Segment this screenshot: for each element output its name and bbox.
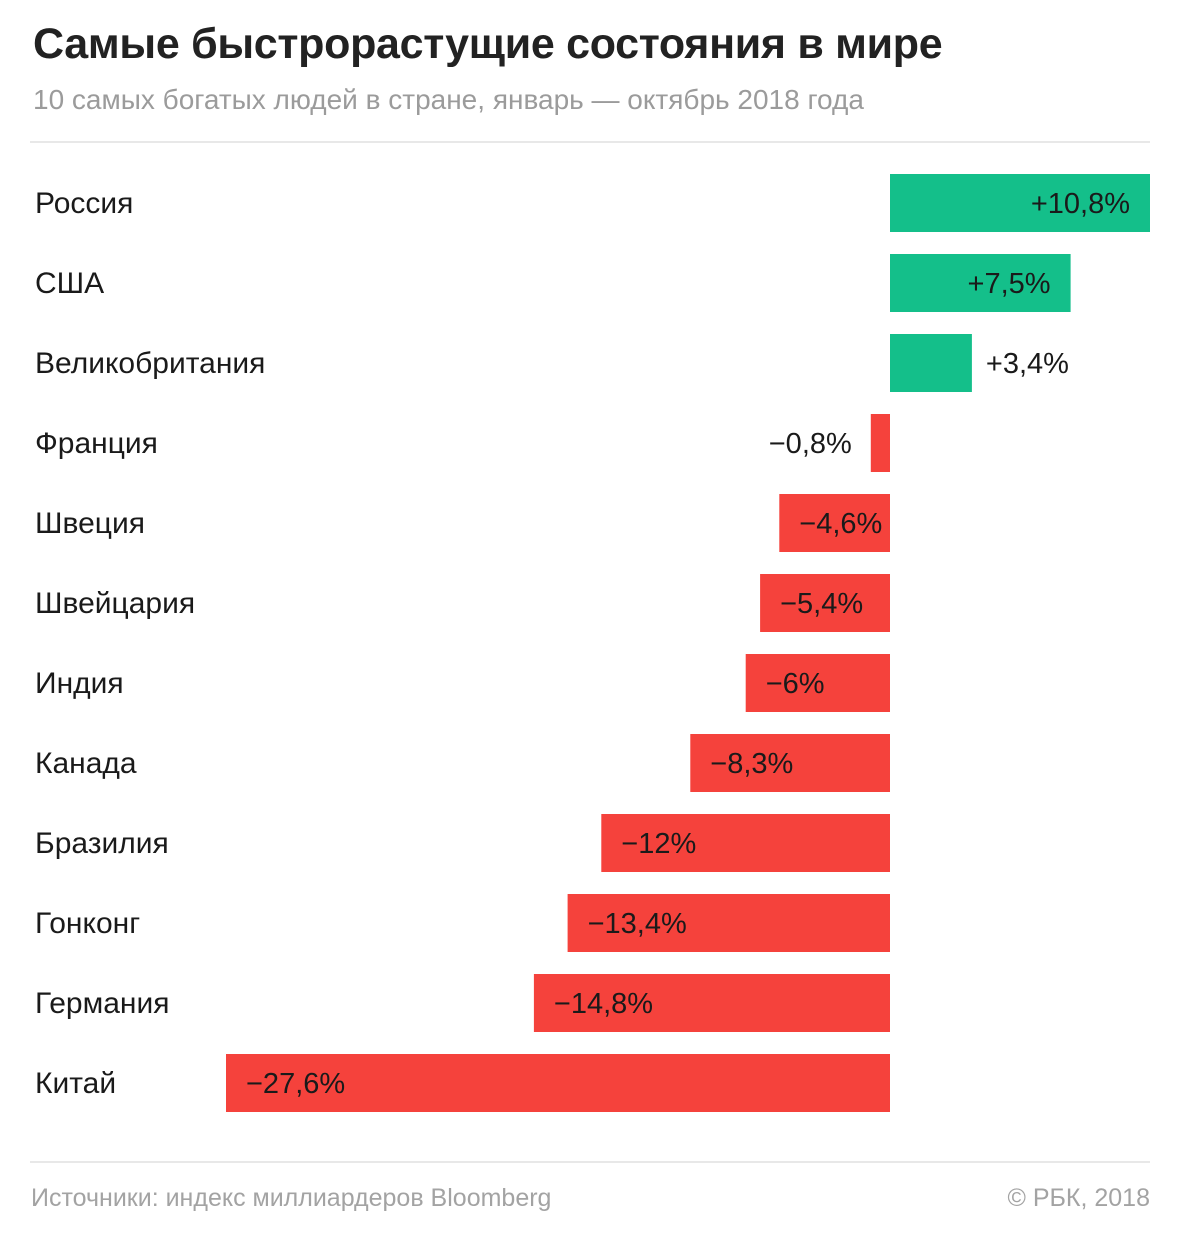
source-note: Источники: индекс миллиардеров Bloomberg bbox=[31, 1184, 552, 1212]
category-label: Бразилия bbox=[35, 827, 169, 860]
category-label: Канада bbox=[35, 747, 137, 780]
value-label: −12% bbox=[621, 828, 696, 860]
value-label: −4,6% bbox=[799, 508, 882, 540]
bar bbox=[890, 174, 1150, 232]
value-label: −14,8% bbox=[554, 988, 653, 1020]
bar bbox=[890, 334, 972, 392]
category-label: Китай bbox=[35, 1067, 116, 1100]
bar bbox=[533, 974, 890, 1032]
bar bbox=[601, 814, 890, 872]
category-label: Индия bbox=[35, 667, 124, 700]
value-label: −27,6% bbox=[246, 1068, 345, 1100]
bar bbox=[760, 574, 890, 632]
bottom-divider bbox=[30, 1161, 1150, 1163]
category-label: Великобритания bbox=[35, 347, 265, 380]
value-label: −5,4% bbox=[780, 588, 863, 620]
value-label: −8,3% bbox=[710, 748, 793, 780]
bar-chart: Россия +10,8% США +7,5% Великобритания +3,4% Ф… bbox=[35, 174, 1150, 1112]
value-label: −6% bbox=[766, 668, 825, 700]
value-label: −0,8% bbox=[769, 428, 852, 460]
bar bbox=[567, 894, 890, 952]
bar bbox=[870, 414, 890, 472]
category-label: Франция bbox=[35, 427, 158, 460]
category-label: Германия bbox=[35, 987, 170, 1020]
category-label: Швеция bbox=[35, 507, 145, 540]
bar bbox=[779, 494, 890, 552]
chart-title: Самые быстрорастущие состояния в мире bbox=[33, 20, 943, 68]
bar bbox=[890, 254, 1071, 312]
value-label: +10,8% bbox=[1031, 188, 1130, 220]
value-label: −13,4% bbox=[588, 908, 687, 940]
bar bbox=[226, 1054, 890, 1112]
category-label: США bbox=[35, 267, 104, 300]
category-label: Гонконг bbox=[35, 907, 140, 940]
top-divider bbox=[30, 141, 1150, 143]
value-label: +7,5% bbox=[968, 268, 1051, 300]
bar bbox=[745, 654, 890, 712]
category-label: Россия bbox=[35, 187, 133, 220]
copyright-note: © РБК, 2018 bbox=[1007, 1184, 1150, 1212]
bar bbox=[690, 734, 890, 792]
chart-subtitle: 10 самых богатых людей в стране, январь … bbox=[33, 84, 864, 115]
value-label: +3,4% bbox=[986, 348, 1069, 380]
category-label: Швейцария bbox=[35, 587, 195, 620]
